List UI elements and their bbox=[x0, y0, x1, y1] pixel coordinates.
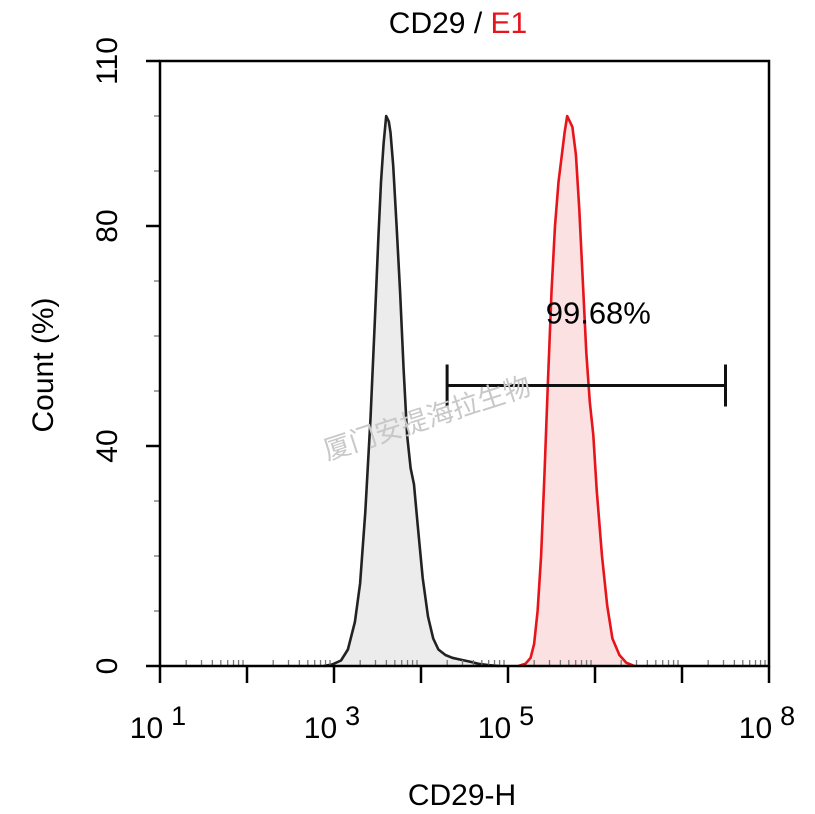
x-tick-label: 10 5 bbox=[478, 701, 534, 745]
chart-title-e1: E1 bbox=[491, 7, 528, 40]
plot-frame bbox=[158, 59, 771, 668]
series-line-cd29 bbox=[323, 114, 500, 668]
series-line-e1 bbox=[518, 114, 635, 668]
chart-title-cd29: CD29 bbox=[389, 7, 466, 40]
y-axis-label: Count (%) bbox=[27, 297, 60, 432]
series-layer bbox=[323, 114, 635, 668]
x-axis-label: CD29-H bbox=[408, 779, 516, 812]
x-tick-label: 10 1 bbox=[130, 701, 186, 745]
y-tick-label: 80 bbox=[91, 209, 124, 242]
y-axis-ticks: 0 40 80 110 bbox=[91, 37, 160, 674]
x-axis-ticks: 10 1 10 3 10 5 10 8 bbox=[130, 701, 795, 745]
y-tick-label: 40 bbox=[91, 429, 124, 462]
chart-title: CD29 / E1 bbox=[389, 7, 527, 40]
series-fill-e1 bbox=[518, 116, 635, 666]
y-tick-label: 0 bbox=[91, 658, 124, 675]
x-tick-label: 10 3 bbox=[304, 701, 360, 745]
series-fill-cd29 bbox=[323, 116, 500, 666]
gate-marker: 99.68% bbox=[445, 296, 727, 407]
chart-title-separator: / bbox=[465, 7, 490, 40]
gate-percentage-label: 99.68% bbox=[546, 296, 651, 331]
x-tick-label: 10 8 bbox=[739, 701, 795, 745]
watermark-text: 厦门安提海拉生物 bbox=[320, 371, 535, 466]
y-tick-label: 110 bbox=[91, 37, 124, 85]
